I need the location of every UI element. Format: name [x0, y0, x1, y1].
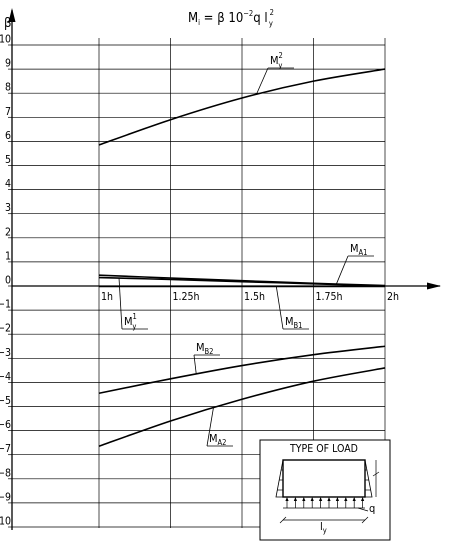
series-MB2 [98, 345, 386, 395]
y-tick-label: 1 [5, 250, 11, 262]
x-tick-label: 1.25h [173, 291, 200, 303]
load-arrowhead [310, 497, 314, 501]
label-leader-My1 [118, 278, 123, 330]
y-tick-label: −6 [0, 419, 11, 431]
label-leader-MB1 [275, 286, 284, 330]
y-tick-label: 8 [5, 82, 11, 94]
height-dimension-tick [372, 471, 380, 477]
span-dimension-tick [279, 516, 287, 524]
y-tick-label: −2 [0, 323, 11, 335]
load-arrowhead [344, 497, 348, 501]
load-arrowhead [319, 497, 323, 501]
x-axis-arrow [427, 282, 441, 290]
x-tick-label: 1h [101, 291, 113, 303]
y-tick-label: 6 [5, 130, 11, 142]
load-label: q [369, 502, 375, 515]
x-tick-label: 2h [387, 291, 399, 303]
y-axis-label: β [4, 16, 11, 31]
y-tick-label: 3 [5, 202, 11, 214]
series-label-MA2: MA2 [209, 432, 226, 447]
series-My1 [98, 276, 386, 287]
y-tick-label: 2 [5, 226, 11, 238]
label-leader-MA2 [206, 407, 214, 447]
y-tick-label: −7 [0, 443, 11, 455]
y-tick-label: −8 [0, 467, 11, 479]
series [98, 68, 386, 448]
label-leader-My2 [255, 67, 269, 95]
load-arrowhead [302, 497, 306, 501]
load-arrowhead [293, 497, 297, 501]
y-tick-label: −10 [0, 516, 11, 528]
y-tick-label: −9 [0, 491, 11, 503]
load-arrowhead [285, 497, 289, 501]
series-label-MA1: MA1 [350, 242, 367, 257]
load-label-leader [357, 507, 369, 512]
series-MA2 [98, 367, 386, 448]
load-arrowhead [327, 497, 331, 501]
series-label-MB2: MB2 [196, 341, 213, 356]
y-axis-arrow [8, 8, 16, 22]
y-tick-label: −5 [0, 395, 11, 407]
y-tick-label: 9 [5, 58, 11, 70]
y-tick-label: 5 [5, 154, 11, 166]
left-triangular-load [275, 459, 284, 498]
bottom-load-arrows [285, 497, 365, 508]
span-label: ly [320, 520, 327, 535]
load-arrowhead [361, 497, 365, 501]
series-label-My2: M2 y [270, 51, 283, 70]
load-arrowhead [352, 497, 356, 501]
series-My2 [98, 68, 386, 146]
series-label-My1: M1 y [124, 312, 137, 331]
y-tick-label: 7 [5, 106, 11, 118]
label-leader-MB2 [193, 354, 197, 375]
x-tick-label: 1.75h [316, 291, 343, 303]
y-tick-label: −4 [0, 371, 11, 383]
load-arrowhead [335, 497, 339, 501]
right-triangular-load [364, 459, 373, 498]
series-label-MB1: MB1 [285, 315, 302, 330]
y-tick-label: 10 [0, 34, 11, 46]
load-type-inset: TYPE OF LOAD q ly [259, 439, 391, 541]
y-tick-label: −3 [0, 347, 11, 359]
span-dimension-tick [361, 516, 369, 524]
x-tick-label: 1.5h [244, 291, 265, 303]
y-tick-label: 0 [5, 275, 11, 287]
tick-labels: 109876543210−1−2−3−4−5−6−7−8−9−101h1.25h… [0, 34, 399, 528]
series-labels: M2 y MA1 M1 y MB1 MB2 MA2 [118, 51, 374, 447]
y-tick-label: 4 [5, 178, 11, 190]
label-leader-MA1 [336, 255, 349, 285]
inset-title: TYPE OF LOAD [289, 443, 358, 455]
y-tick-label: −1 [0, 299, 11, 311]
